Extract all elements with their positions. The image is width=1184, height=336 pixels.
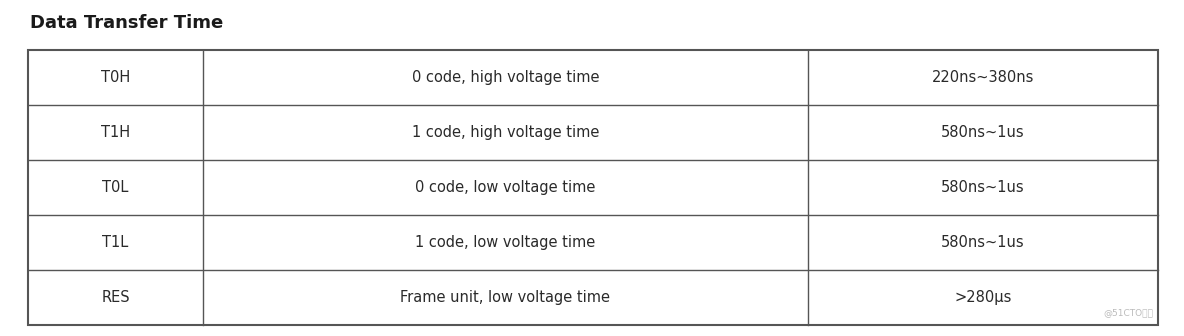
Text: Frame unit, low voltage time: Frame unit, low voltage time: [400, 290, 611, 305]
Text: 580ns~1us: 580ns~1us: [941, 180, 1024, 195]
Text: 220ns~380ns: 220ns~380ns: [932, 70, 1034, 85]
Text: 580ns~1us: 580ns~1us: [941, 235, 1024, 250]
Text: RES: RES: [102, 290, 130, 305]
Text: @51CTO博客: @51CTO博客: [1103, 308, 1153, 317]
Text: T0L: T0L: [102, 180, 129, 195]
Text: T0H: T0H: [101, 70, 130, 85]
Text: 1 code, high voltage time: 1 code, high voltage time: [412, 125, 599, 140]
Text: 0 code, high voltage time: 0 code, high voltage time: [412, 70, 599, 85]
Text: T1H: T1H: [101, 125, 130, 140]
Text: 1 code, low voltage time: 1 code, low voltage time: [416, 235, 596, 250]
Text: 0 code, low voltage time: 0 code, low voltage time: [416, 180, 596, 195]
Text: 580ns~1us: 580ns~1us: [941, 125, 1024, 140]
Text: Data Transfer Time: Data Transfer Time: [30, 14, 224, 32]
Text: T1L: T1L: [103, 235, 129, 250]
Text: >280μs: >280μs: [954, 290, 1011, 305]
Bar: [28, 50, 1158, 325]
